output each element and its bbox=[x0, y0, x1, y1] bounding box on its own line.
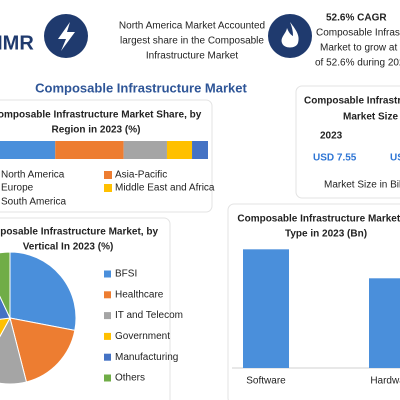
stat-text: Infrastructure Market bbox=[146, 51, 238, 62]
pie-slice bbox=[0, 317, 11, 338]
bar bbox=[369, 278, 400, 368]
stat-text: of 52.6% during 2024-2030 bbox=[315, 58, 400, 69]
logo: MMR bbox=[0, 32, 34, 54]
legend-label: IT and Telecom bbox=[115, 310, 183, 321]
legend-marker bbox=[104, 374, 111, 382]
icon-flame bbox=[281, 22, 299, 48]
chart-title: Region in 2023 (%) bbox=[52, 125, 141, 136]
legend-marker bbox=[104, 184, 112, 192]
legend-marker bbox=[104, 312, 111, 320]
legend-marker bbox=[104, 270, 111, 278]
icon-bolt bbox=[58, 22, 75, 51]
legend-marker bbox=[104, 291, 111, 299]
legend-marker bbox=[104, 353, 111, 361]
card bbox=[0, 217, 171, 400]
card bbox=[227, 203, 400, 400]
pie-slice bbox=[0, 316, 28, 385]
bar-segment bbox=[55, 141, 124, 159]
stat-text: Market to grow at a CAGR bbox=[320, 43, 400, 54]
legend-label: Others bbox=[115, 373, 145, 384]
bar bbox=[243, 249, 289, 368]
legend-label: Manufacturing bbox=[115, 352, 178, 363]
card bbox=[295, 85, 400, 199]
legend-marker bbox=[104, 332, 111, 340]
bar-segment bbox=[192, 141, 208, 159]
pie-slice bbox=[0, 251, 11, 319]
bar-segment bbox=[123, 141, 167, 159]
x-tick-label: Hardware bbox=[370, 376, 400, 387]
chart-title: Composable Infrastructure Market Share, … bbox=[0, 110, 202, 121]
bar-segment bbox=[0, 141, 56, 159]
card-title: Composable Infrastructure bbox=[304, 96, 400, 107]
pie-slice bbox=[9, 317, 76, 383]
legend-label: South America bbox=[1, 197, 66, 208]
legend-label: Government bbox=[115, 331, 170, 342]
size-label: USD bbox=[390, 153, 400, 164]
x-tick-label: Software bbox=[246, 376, 286, 387]
stat-text: largest share in the Composable bbox=[120, 36, 264, 47]
chart-title: Vertical In 2023 (%) bbox=[23, 242, 114, 253]
legend-label: Middle East and Africa bbox=[115, 183, 215, 194]
legend-label: Healthcare bbox=[115, 289, 164, 300]
pie-slice bbox=[9, 251, 77, 331]
legend-label: North America bbox=[1, 170, 65, 181]
legend-label: BFSI bbox=[115, 269, 137, 280]
stat-title: 52.6% CAGR bbox=[326, 13, 387, 24]
card bbox=[0, 99, 213, 213]
size-label: USD 7.55 bbox=[313, 153, 357, 164]
chart-title: Type in 2023 (Bn) bbox=[285, 229, 367, 240]
size-note: Market Size in Billion bbox=[324, 180, 400, 191]
legend-label: Europe bbox=[1, 183, 34, 194]
main-title: Composable Infrastructure Market bbox=[35, 80, 247, 95]
card-title: Market Size bbox=[343, 112, 398, 123]
bar-segment bbox=[166, 141, 193, 159]
legend-label: Asia-Pacific bbox=[115, 170, 167, 181]
legend-marker bbox=[104, 171, 112, 179]
year: 2023 bbox=[320, 131, 343, 142]
stat-text: North America Market Accounted bbox=[119, 21, 265, 32]
stat-text: Composable Infrastructure bbox=[316, 28, 400, 39]
chart-title: Composable Infrastructure Market by bbox=[237, 214, 400, 225]
chart-title: Composable Infrastructure Market, by bbox=[0, 227, 158, 238]
